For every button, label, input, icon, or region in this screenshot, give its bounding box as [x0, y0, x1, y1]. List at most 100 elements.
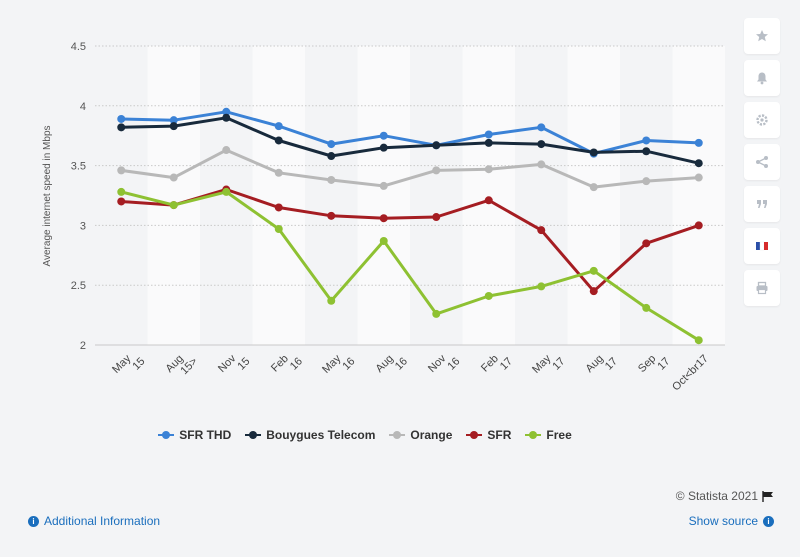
y-tick-label: 4	[80, 101, 86, 113]
star-button[interactable]	[744, 18, 780, 54]
data-point-orange	[642, 177, 651, 186]
data-point-orange	[117, 166, 126, 175]
data-point-sfr-thd	[327, 140, 336, 149]
data-point-orange	[537, 160, 546, 169]
data-point-free	[694, 336, 703, 345]
flag-icon	[756, 241, 768, 251]
x-tick-label: Oct<br17	[670, 353, 711, 394]
statista-credit: © Statista 2021	[676, 489, 774, 503]
legend-label: Bouygues Telecom	[266, 428, 376, 442]
data-point-free	[169, 201, 178, 210]
y-tick-label: 4.5	[71, 41, 86, 53]
x-tick-label: Aug16	[374, 347, 410, 383]
column-band	[567, 46, 620, 345]
data-point-sfr-thd	[537, 123, 546, 132]
data-point-orange	[169, 173, 178, 182]
data-point-bouygues-telecom	[484, 138, 493, 147]
legend-item-free[interactable]: Free	[525, 428, 572, 442]
x-tick-label: Nov16	[426, 347, 462, 383]
toolbar	[744, 18, 780, 312]
legend-item-sfr-thd[interactable]: SFR THD	[158, 428, 231, 442]
data-point-sfr-thd	[484, 130, 493, 139]
print-button[interactable]	[744, 270, 780, 306]
data-point-sfr	[484, 196, 493, 205]
data-point-bouygues-telecom	[222, 113, 231, 122]
y-tick-label: 3	[80, 220, 86, 232]
bell-icon	[757, 72, 767, 85]
data-point-sfr	[537, 226, 546, 235]
share-icon	[756, 156, 768, 168]
legend-item-orange[interactable]: Orange	[389, 428, 452, 442]
data-point-sfr-thd	[117, 114, 126, 123]
data-point-sfr	[589, 287, 598, 296]
data-point-bouygues-telecom	[537, 140, 546, 149]
data-point-sfr-thd	[274, 122, 283, 131]
star-icon	[756, 30, 768, 42]
data-point-free	[589, 266, 598, 275]
data-point-orange	[274, 168, 283, 177]
series-line-orange	[121, 148, 699, 189]
x-tick-label: Sep17	[636, 347, 672, 383]
column-band	[672, 46, 725, 345]
x-tick-label: Feb16	[269, 347, 305, 383]
data-point-bouygues-telecom	[694, 159, 703, 168]
bell-button[interactable]	[744, 60, 780, 96]
x-tick-label: Nov15	[216, 347, 252, 383]
data-point-free	[537, 282, 546, 291]
data-point-free	[642, 303, 651, 312]
x-tick-label: May15	[110, 347, 147, 384]
legend-label: Free	[546, 428, 572, 442]
y-tick-label: 2.5	[71, 280, 86, 292]
x-tick-label: Feb17	[479, 347, 515, 383]
additional-information-link[interactable]: i Additional Information	[28, 514, 160, 528]
legend-label: SFR THD	[179, 428, 232, 442]
legend-swatch	[245, 430, 262, 440]
data-point-free	[327, 296, 336, 305]
data-point-sfr-thd	[222, 107, 231, 116]
line-chart: 2 2.5 3 3.5 4 4.5 Average internet speed in Mb…	[42, 41, 725, 394]
data-point-free	[379, 236, 388, 245]
legend-swatch	[466, 430, 483, 440]
data-point-sfr-thd	[642, 136, 651, 145]
column-band	[462, 46, 515, 345]
data-point-sfr	[379, 214, 388, 223]
data-point-free	[274, 224, 283, 233]
data-point-orange	[694, 173, 703, 182]
data-point-bouygues-telecom	[169, 122, 178, 131]
x-tick-label: May17	[530, 347, 567, 384]
data-point-free	[117, 187, 126, 196]
data-point-bouygues-telecom	[642, 147, 651, 156]
column-band	[357, 46, 410, 345]
x-tick-label: Aug15>	[164, 347, 200, 383]
data-point-sfr-thd	[694, 138, 703, 147]
y-tick-label: 3.5	[71, 161, 86, 173]
data-point-sfr	[274, 203, 283, 212]
data-point-orange	[432, 166, 441, 175]
data-point-sfr	[327, 211, 336, 220]
x-tick-label: May16	[320, 347, 357, 384]
data-point-free	[484, 291, 493, 300]
share-button[interactable]	[744, 144, 780, 180]
legend-swatch	[525, 430, 542, 440]
data-point-orange	[327, 175, 336, 184]
data-point-sfr	[694, 221, 703, 230]
quote-button[interactable]	[744, 186, 780, 222]
legend-item-sfr[interactable]: SFR	[466, 428, 511, 442]
series-line-sfr	[121, 188, 700, 293]
show-source-link[interactable]: Show source i	[689, 514, 774, 528]
column-band	[147, 46, 200, 345]
legend-item-bouygues-telecom[interactable]: Bouygues Telecom	[245, 428, 375, 442]
chart-panel: 2 2.5 3 3.5 4 4.5 Average internet speed in Mb…	[42, 41, 725, 394]
flag-icon	[762, 490, 773, 502]
info-icon: i	[763, 515, 774, 527]
data-point-bouygues-telecom	[327, 152, 336, 161]
show-source-label: Show source	[688, 514, 758, 528]
additional-information-label: Additional Information	[44, 514, 161, 528]
x-tick-label: Aug17	[584, 347, 620, 383]
flag-button[interactable]	[744, 228, 780, 264]
data-point-bouygues-telecom	[589, 148, 598, 157]
y-axis-label: Average internet speed in Mbps	[42, 125, 53, 266]
chart-legend: SFR THD Bouygues Telecom Orange SFR Free	[0, 428, 730, 442]
quote-icon	[757, 200, 767, 208]
gear-button[interactable]	[744, 102, 780, 138]
